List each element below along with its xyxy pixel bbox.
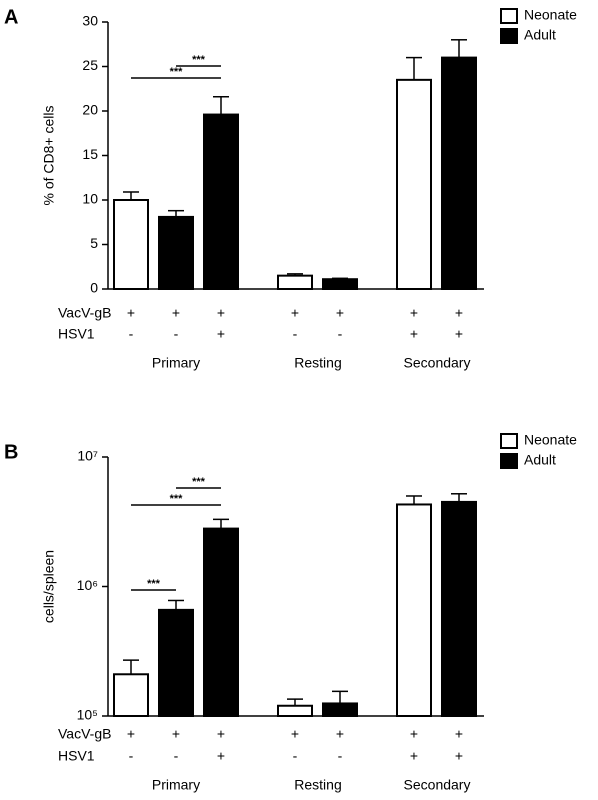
panel-label: A <box>4 6 18 28</box>
bar <box>203 113 239 290</box>
condition-label: VacV-gB <box>58 726 111 742</box>
bar <box>396 78 432 290</box>
bar <box>441 500 477 717</box>
y-tick-label: 15 <box>82 146 98 162</box>
y-tick-label: 25 <box>82 57 98 73</box>
y-tick-label: 5 <box>90 235 98 251</box>
condition-value: - <box>293 326 298 342</box>
significance-label: *** <box>170 66 184 78</box>
condition-label: HSV1 <box>58 748 95 764</box>
bar <box>158 215 194 290</box>
condition-value: + <box>217 748 225 764</box>
group-label: Primary <box>152 777 200 793</box>
condition-value: - <box>174 326 179 342</box>
group-label: Secondary <box>404 355 471 371</box>
condition-value: + <box>172 305 180 321</box>
y-tick-label: 10⁶ <box>77 577 98 593</box>
bar <box>113 199 149 290</box>
condition-value: + <box>291 305 299 321</box>
condition-value: + <box>127 305 135 321</box>
y-tick-label: 30 <box>82 13 98 29</box>
legend-swatch <box>500 433 518 449</box>
bar <box>203 527 239 717</box>
legend-label: Adult <box>524 452 556 468</box>
legend-label: Neonate <box>524 432 577 448</box>
condition-value: - <box>338 326 343 342</box>
condition-value: + <box>217 326 225 342</box>
legend-swatch <box>500 8 518 24</box>
condition-value: - <box>174 748 179 764</box>
condition-value: + <box>455 326 463 342</box>
condition-label: HSV1 <box>58 326 95 342</box>
condition-label: VacV-gB <box>58 305 111 321</box>
condition-value: + <box>127 726 135 742</box>
y-axis-label: % of CD8+ cells <box>41 106 57 206</box>
bar <box>322 278 358 290</box>
condition-value: + <box>336 726 344 742</box>
condition-value: + <box>455 726 463 742</box>
condition-value: - <box>293 748 298 764</box>
condition-value: + <box>217 305 225 321</box>
significance-label: *** <box>147 578 161 590</box>
bar <box>277 274 313 290</box>
significance-label: *** <box>192 476 206 488</box>
panel-label: B <box>4 441 18 463</box>
bar <box>277 704 313 718</box>
bar <box>113 673 149 717</box>
group-label: Resting <box>294 777 341 793</box>
y-tick-label: 20 <box>82 102 98 118</box>
condition-value: + <box>291 726 299 742</box>
bar <box>396 503 432 717</box>
condition-value: + <box>410 748 418 764</box>
y-tick-label: 10⁵ <box>77 707 98 723</box>
legend-label: Neonate <box>524 7 577 23</box>
y-tick-label: 10⁷ <box>77 448 98 464</box>
condition-value: - <box>129 748 134 764</box>
condition-value: + <box>410 305 418 321</box>
group-label: Resting <box>294 355 341 371</box>
condition-value: - <box>338 748 343 764</box>
legend-label: Adult <box>524 27 556 43</box>
bar <box>441 56 477 290</box>
condition-value: + <box>410 726 418 742</box>
condition-value: + <box>172 726 180 742</box>
legend-swatch <box>500 28 518 44</box>
condition-value: + <box>410 326 418 342</box>
condition-value: - <box>129 326 134 342</box>
group-label: Secondary <box>404 777 471 793</box>
y-axis-label: cells/spleen <box>41 550 57 623</box>
y-tick-label: 10 <box>82 191 98 207</box>
condition-value: + <box>455 748 463 764</box>
bar <box>322 702 358 717</box>
significance-label: *** <box>192 54 206 66</box>
group-label: Primary <box>152 355 200 371</box>
condition-value: + <box>217 726 225 742</box>
legend-swatch <box>500 453 518 469</box>
bar <box>158 608 194 718</box>
condition-value: + <box>455 305 463 321</box>
significance-label: *** <box>170 493 184 505</box>
condition-value: + <box>336 305 344 321</box>
y-tick-label: 0 <box>90 280 98 296</box>
